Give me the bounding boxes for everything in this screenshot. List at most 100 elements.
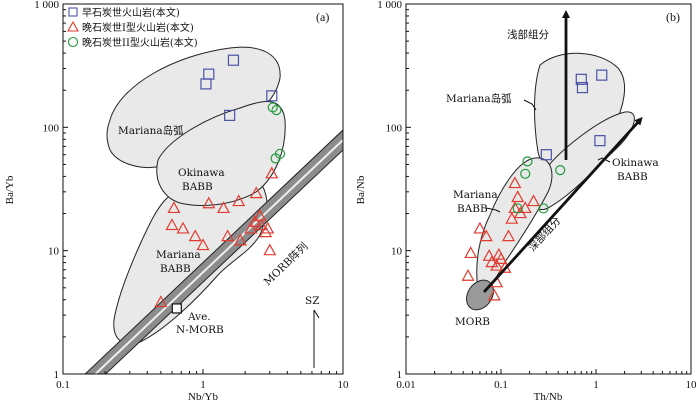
data-point-triangle (196, 238, 210, 251)
data-point-triangle (249, 186, 263, 199)
legend: 早石炭世火山岩(本文) 晚石炭世I型火山岩(本文) 晚石炭世II型火山岩(本文) (67, 6, 198, 49)
panel-b-label: (b) (666, 10, 680, 24)
data-point-triangle (261, 221, 275, 234)
data-point-triangle (511, 190, 525, 203)
legend-label-early: 早石炭世火山岩(本文) (82, 6, 180, 19)
data-point-triangle (485, 255, 499, 268)
legend-label-late-1: 晚石炭世I型火山岩(本文) (82, 21, 194, 34)
data-point-triangle (233, 233, 247, 246)
panel-b-axes: 0.01 0.1 1 10 1 10 100 1 000 (377, 0, 697, 391)
label-nmorb-1: Ave. (187, 311, 211, 323)
label-mariana-babb-2: BABB (160, 263, 191, 275)
legend-triangle-icon (67, 20, 79, 32)
data-point-circle (512, 203, 523, 214)
data-point-square (540, 149, 552, 161)
label-okinawa-b-1: Okinawa (612, 157, 659, 169)
data-point-triangle (216, 201, 230, 214)
sz-vector-line (313, 309, 320, 368)
data-point-triangle (473, 221, 487, 234)
data-point-triangle (244, 221, 258, 234)
label-shallow-component: 浅部组分 (507, 28, 549, 41)
deep-component-arrow (482, 117, 643, 293)
label-mariana-arc: Mariana岛弧 (118, 124, 184, 137)
label-sz: SZ (305, 295, 320, 307)
label-okinawa-2: BABB (182, 181, 213, 193)
data-point-circle (274, 148, 286, 159)
y-tick-label: 10 (48, 246, 60, 258)
x-tick-label: 0.01 (396, 379, 415, 391)
label-mariana-babb-1: Mariana (156, 249, 201, 261)
label-mariana-babb-b-2: BABB (457, 203, 488, 215)
data-point-triangle (188, 229, 202, 242)
label-nmorb-2: N-MORB (176, 324, 224, 336)
data-point-square (576, 81, 589, 94)
panel-a-marks (154, 54, 286, 308)
data-point-triangle (232, 194, 246, 207)
legend-square-icon (68, 7, 78, 17)
data-point-square (227, 54, 240, 66)
data-point-square (266, 90, 278, 102)
data-point-triangle (253, 209, 267, 221)
data-point-square (224, 109, 236, 121)
data-point-triangle (508, 176, 522, 189)
y-tick-label: 1 000 (377, 0, 402, 11)
label-okinawa-1: Okinawa (178, 167, 225, 179)
data-point-triangle (461, 269, 475, 281)
label-mariana-babb-b-1: Mariana (453, 189, 498, 201)
data-point-circle (520, 168, 531, 179)
data-point-triangle (490, 258, 504, 271)
data-point-triangle (494, 252, 508, 264)
x-tick-label: 10 (338, 379, 350, 391)
x-tick-label: 10 (686, 379, 698, 391)
y-tick-label: 1 (397, 369, 403, 381)
leader-mariana-arc-b (523, 99, 537, 111)
data-point-square (596, 69, 608, 81)
y-tick-label: 100 (43, 122, 60, 134)
data-point-triangle (167, 201, 181, 214)
x-tick-label: 0.1 (494, 379, 508, 391)
data-point-square (200, 78, 212, 90)
data-point-triangle (502, 229, 516, 242)
y-tick-label: 10 (391, 246, 403, 258)
data-point-triangle (479, 229, 493, 242)
panel-a-label: (a) (316, 10, 329, 24)
data-point-triangle (527, 194, 541, 207)
x-tick-label: 1 (593, 379, 599, 391)
data-point-triangle (221, 229, 235, 242)
data-point-circle (271, 104, 282, 116)
data-point-triangle (265, 166, 279, 179)
label-okinawa-b-2: BABB (617, 171, 648, 183)
data-point-triangle (202, 196, 216, 209)
data-point-square (575, 73, 587, 85)
data-point-triangle (176, 221, 190, 234)
data-point-triangle (487, 288, 501, 301)
y-axis-title-a: Ba/Yb (4, 175, 16, 204)
data-point-circle (538, 203, 549, 214)
y-tick-label: 100 (386, 122, 403, 134)
data-point-circle (555, 165, 566, 176)
x-axis-title-b: Th/Nb (534, 391, 563, 403)
data-point-triangle (464, 246, 478, 259)
x-tick-label: 0.1 (56, 379, 70, 391)
y-tick-label: 1 (54, 369, 60, 381)
legend-circle-icon (67, 36, 79, 48)
y-tick-label: 1 000 (34, 0, 59, 11)
data-point-triangle (248, 214, 262, 227)
morb-array-band (84, 129, 343, 374)
leader-okinawa-b (597, 157, 611, 163)
data-point-triangle (165, 218, 179, 231)
data-point-circle (522, 156, 533, 167)
nmorb-reference-marker (171, 303, 182, 314)
x-axis-title-a: Nb/Yb (188, 391, 218, 403)
x-tick-label: 1 (200, 379, 206, 391)
panel-b-frame (405, 3, 692, 375)
data-point-square (594, 135, 606, 147)
data-point-triangle (263, 243, 277, 256)
leader-mariana-babb-b (485, 207, 501, 213)
data-point-triangle (505, 211, 519, 224)
legend-label-late-2: 晚石炭世II型火山岩(本文) (82, 36, 198, 49)
label-mariana-arc-b: Mariana岛弧 (446, 92, 512, 105)
